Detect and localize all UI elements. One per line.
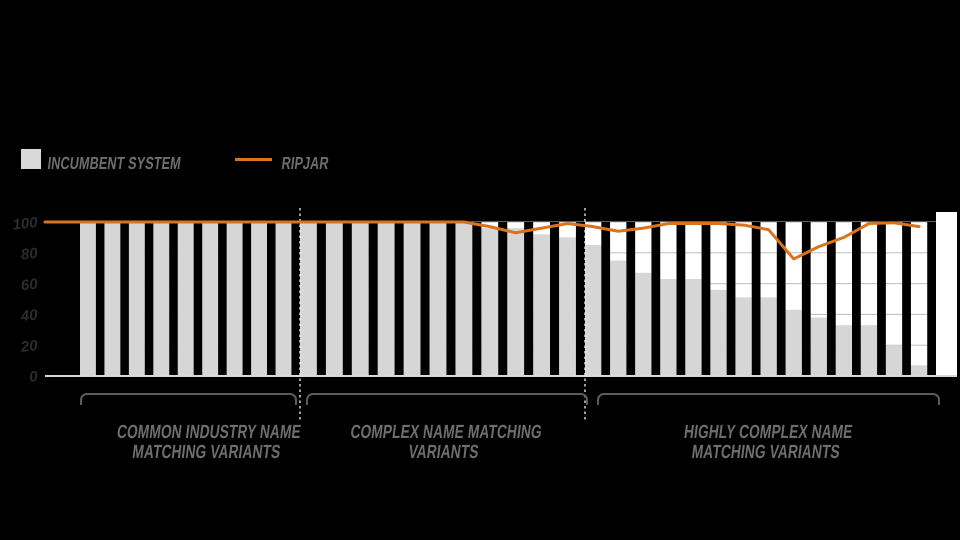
svg-text:20: 20: [19, 337, 39, 356]
svg-text:60: 60: [20, 276, 39, 295]
svg-text:80: 80: [20, 245, 39, 264]
svg-text:100: 100: [12, 214, 39, 234]
svg-text:40: 40: [19, 306, 39, 325]
